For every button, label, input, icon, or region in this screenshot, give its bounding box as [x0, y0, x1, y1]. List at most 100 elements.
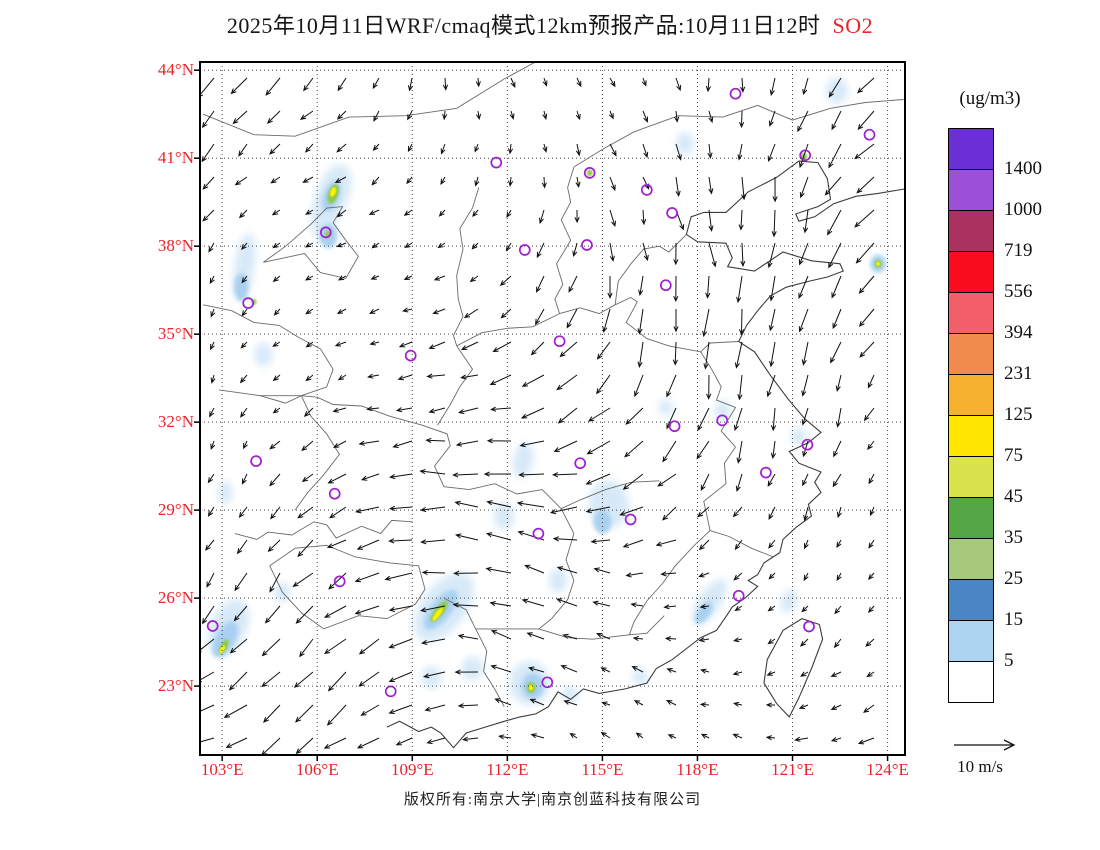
- wind-arrow: [556, 374, 578, 391]
- wind-arrow: [273, 308, 281, 316]
- wind-arrow: [337, 77, 347, 92]
- wind-arrow: [358, 638, 380, 655]
- wind-arrow: [303, 77, 314, 92]
- wind-arrow: [836, 506, 842, 519]
- wind-arrow: [243, 440, 248, 450]
- wind-arrow: [832, 308, 842, 330]
- wind-arrow: [655, 539, 677, 547]
- wind-arrow: [667, 734, 677, 739]
- province-boundary: [614, 296, 739, 353]
- colorbar-cell: [948, 333, 994, 375]
- wind-arrow: [420, 638, 446, 645]
- wind-arrow: [534, 308, 545, 326]
- lat-tick-label: 23°N: [157, 676, 194, 696]
- wind-arrow: [767, 605, 776, 612]
- so2-plume: [790, 427, 807, 446]
- colorbar-tick-label: 25: [1004, 568, 1023, 589]
- wind-arrow: [609, 143, 617, 157]
- wind-arrow: [660, 571, 677, 577]
- wind-arrow: [625, 572, 644, 578]
- colorbar-cell: [948, 374, 994, 416]
- wind-arrow: [803, 506, 809, 522]
- wind-arrow: [337, 275, 347, 281]
- so2-plume: [528, 684, 534, 691]
- province-boundary: [709, 530, 774, 558]
- province-boundary: [269, 544, 426, 630]
- city-marker: [716, 414, 729, 427]
- wind-arrow: [768, 572, 776, 580]
- wind-arrow: [404, 242, 413, 249]
- wind-arrow: [768, 506, 776, 520]
- city-marker: [732, 589, 745, 602]
- lat-tick-label: 41°N: [157, 148, 194, 168]
- wind-arrow: [634, 374, 644, 398]
- so2-plume: [254, 342, 273, 367]
- wind-arrow: [857, 737, 875, 745]
- wind-arrow: [663, 604, 677, 610]
- wind-arrow: [336, 308, 347, 314]
- lon-tick-label: 115°E: [581, 760, 624, 779]
- wind-arrow: [297, 539, 314, 558]
- colorbar-tick-label: 719: [1004, 240, 1033, 261]
- colorbar-cell: [948, 292, 994, 334]
- wind-arrow: [209, 407, 215, 418]
- wind-arrow: [529, 698, 545, 706]
- wind-arrow: [292, 572, 314, 587]
- wind-arrow: [622, 473, 644, 490]
- wind-arrow: [767, 638, 776, 645]
- wind-arrow: [452, 472, 479, 478]
- wind-arrow: [766, 670, 776, 676]
- wind-arrow: [557, 407, 578, 424]
- so2-plume: [632, 669, 649, 686]
- wind-arrow: [768, 539, 776, 549]
- wind-arrow: [770, 407, 777, 432]
- wind-arrow: [425, 437, 446, 443]
- wind-arrow: [855, 242, 875, 264]
- wind-arrow: [769, 77, 776, 96]
- lat-tick-label: 38°N: [157, 236, 194, 256]
- wind-arrow: [210, 308, 216, 318]
- wind-arrow: [824, 176, 842, 196]
- so2-plume: [218, 480, 233, 505]
- title-variable: SO2: [832, 13, 874, 38]
- wind-arrow: [708, 209, 714, 232]
- wind-arrow: [553, 440, 578, 452]
- map-frame: [199, 61, 906, 756]
- wind-arrow: [835, 374, 842, 392]
- wind-arrow: [642, 110, 648, 123]
- wind-arrow: [304, 143, 314, 153]
- wind-arrow: [657, 473, 677, 487]
- city-marker: [541, 676, 554, 689]
- title-main: 2025年10月11日WRF/cmaq模式12km预报产品:10月11日12时: [226, 13, 821, 38]
- wind-arrow: [575, 110, 581, 121]
- wind-arrow: [454, 500, 479, 508]
- city-marker: [803, 620, 815, 633]
- wind-arrow: [856, 176, 875, 194]
- city-marker: [384, 685, 397, 698]
- wind-arrow: [201, 605, 215, 625]
- wind-arrow: [201, 143, 215, 163]
- wind-arrow: [336, 242, 347, 248]
- city-marker: [490, 156, 503, 169]
- wind-arrow: [326, 704, 347, 726]
- wind-arrow: [230, 77, 248, 95]
- wind-arrow: [696, 440, 710, 460]
- so2-plume: [714, 400, 731, 421]
- wind-arrow: [830, 671, 842, 677]
- wind-arrow: [737, 143, 743, 161]
- so2-plume: [593, 509, 612, 534]
- wind-arrow: [595, 633, 611, 640]
- province-boundary: [573, 99, 904, 168]
- wind-arrow: [421, 569, 446, 576]
- city-marker: [206, 620, 219, 632]
- wind-arrow: [854, 143, 875, 160]
- wind-arrow: [469, 275, 479, 283]
- wind-arrow: [267, 539, 281, 553]
- city-marker: [863, 128, 876, 141]
- wind-arrow: [471, 242, 479, 250]
- so2-plume: [825, 77, 848, 104]
- wind-arrow: [395, 407, 413, 413]
- wind-arrow: [572, 242, 578, 257]
- wind-arrow: [354, 572, 380, 583]
- wind-arrow: [697, 506, 710, 518]
